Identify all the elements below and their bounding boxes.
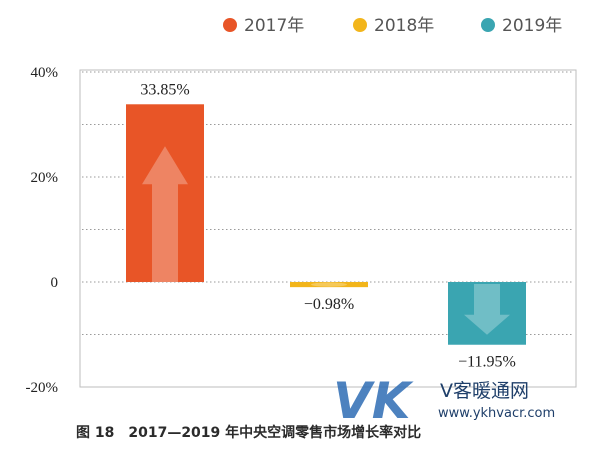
down-arrow-icon	[311, 282, 347, 287]
watermark-logo: VK	[333, 372, 414, 430]
chart-legend: 2017年 2018年 2019年	[223, 16, 562, 36]
bar-2018年	[290, 282, 368, 288]
data-label: 33.85%	[140, 81, 189, 98]
data-labels: 33.85% −0.98% −11.95%	[140, 81, 516, 370]
up-arrow-icon	[142, 146, 188, 282]
legend-label: 2018年	[374, 16, 434, 36]
bar	[290, 282, 368, 288]
data-label: −0.98%	[304, 296, 354, 313]
legend-swatch	[481, 18, 495, 32]
watermark-site-name: V客暖通网	[440, 380, 529, 402]
y-tick-label: -20%	[26, 380, 59, 396]
y-tick-label: 20%	[31, 170, 59, 186]
legend-label: 2019年	[502, 16, 562, 36]
down-arrow-icon	[464, 284, 510, 335]
legend-item: 2017年	[223, 16, 304, 36]
y-axis: -20% 0 20% 40%	[26, 65, 59, 396]
legend-item: 2018年	[353, 16, 434, 36]
bar-2017年	[126, 104, 204, 282]
legend-item: 2019年	[481, 16, 562, 36]
bars	[126, 104, 526, 345]
y-tick-label: 0	[51, 275, 59, 291]
legend-swatch	[223, 18, 237, 32]
data-label: −11.95%	[458, 354, 516, 371]
bar	[448, 282, 526, 345]
watermark-url: www.ykhvacr.com	[438, 406, 555, 421]
legend-swatch	[353, 18, 367, 32]
legend-label: 2017年	[244, 16, 304, 36]
watermark: VK V客暖通网 www.ykhvacr.com	[333, 372, 555, 430]
y-tick-label: 40%	[31, 65, 59, 81]
plot-frame	[79, 69, 577, 388]
bar	[126, 104, 204, 282]
bar-2019年	[448, 282, 526, 345]
figure-caption: 图 18 2017—2019 年中央空调零售市场增长率对比	[76, 424, 421, 441]
